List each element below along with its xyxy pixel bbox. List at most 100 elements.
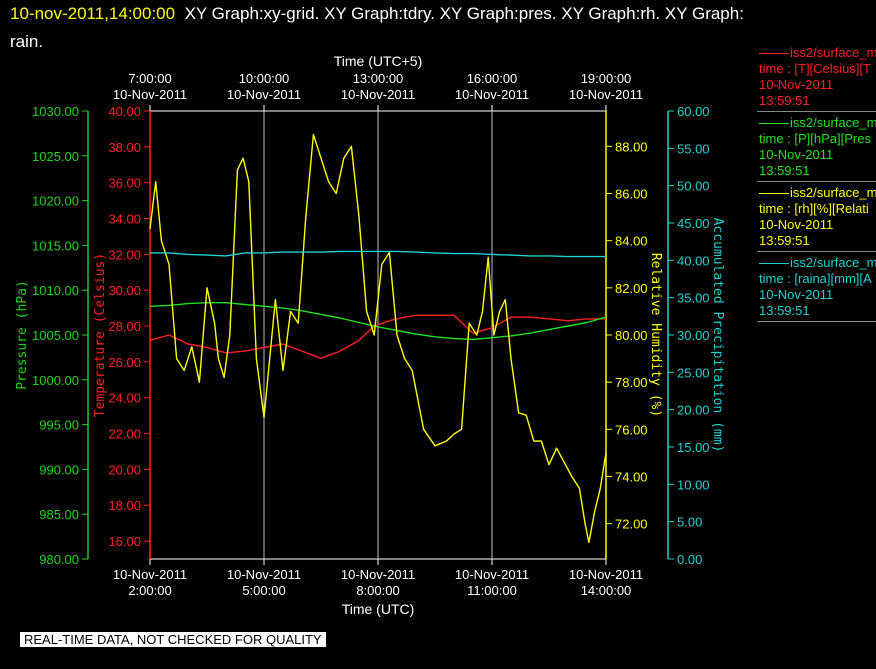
legend-line-swatch xyxy=(759,193,789,195)
tdry-tick-label: 28.00 xyxy=(108,319,141,334)
pres-series-line xyxy=(149,302,607,341)
legend-line-swatch xyxy=(759,53,789,55)
tdry-tick-label: 20.00 xyxy=(108,462,141,477)
x-tick-date: 10-Nov-2011 xyxy=(227,567,301,582)
rh-tick-label: 88.00 xyxy=(615,139,648,154)
legend-date: 10-Nov-2011 xyxy=(759,217,834,232)
pres-tick-label: 990.00 xyxy=(39,462,79,477)
x-tick-time: 5:00:00 xyxy=(242,583,285,598)
rain-tick-label: 60.00 xyxy=(677,104,710,119)
legend-series-name: iss2/surface_me xyxy=(759,255,876,271)
legend: iss2/surface_me time : [T][Celsius][T 10… xyxy=(757,44,876,324)
rh-tick-label: 76.00 xyxy=(615,422,648,437)
rain-tick-label: 45.00 xyxy=(677,216,710,231)
legend-date: 10-Nov-2011 xyxy=(759,287,834,302)
legend-date: 10-Nov-2011 xyxy=(759,77,834,92)
rain-tick-label: 40.00 xyxy=(677,253,710,268)
x-tick-date: 10-Nov-2011 xyxy=(569,567,643,582)
tdry-tick-label: 22.00 xyxy=(108,427,141,442)
legend-entry-precipitation: iss2/surface_me time : [raina][mm][A 10-… xyxy=(757,254,876,322)
rh-tick-label: 82.00 xyxy=(615,281,648,296)
legend-line-swatch xyxy=(759,123,789,125)
tdry-tick-label: 36.00 xyxy=(108,176,141,191)
legend-date: 10-Nov-2011 xyxy=(759,147,834,162)
x-tick-time: 8:00:00 xyxy=(356,583,399,598)
x-top-axis-label: Time (UTC+5) xyxy=(334,53,423,69)
tdry-tick-label: 32.00 xyxy=(108,247,141,262)
legend-variable: time : [T][Celsius][T xyxy=(759,61,871,76)
rain-tick-label: 15.00 xyxy=(677,440,710,455)
header-line-1: 10-nov-2011,14:00:00 XY Graph:xy-grid. X… xyxy=(10,4,744,24)
legend-entry-humidity: iss2/surface_me time : [rh][%][Relati 10… xyxy=(757,184,876,252)
rh-tick-label: 74.00 xyxy=(615,469,648,484)
tdry-tick-label: 30.00 xyxy=(108,283,141,298)
tdry-series-line xyxy=(149,314,606,359)
rain-tick-label: 30.00 xyxy=(677,328,710,343)
rh-tick-label: 80.00 xyxy=(615,328,648,343)
header-timestamp: 10-nov-2011,14:00:00 xyxy=(10,4,176,23)
tdry-axis-label: Temperature (Celsius) xyxy=(93,253,108,417)
rain-tick-label: 50.00 xyxy=(677,179,710,194)
x-top-tick-time: 7:00:00 xyxy=(128,71,171,86)
x-top-tick-date: 10-Nov-2011 xyxy=(113,87,187,102)
rain-tick-label: 5.00 xyxy=(677,515,702,530)
x-top-tick-time: 16:00:00 xyxy=(467,71,518,86)
pres-tick-label: 1000.00 xyxy=(32,373,79,388)
rain-tick-label: 20.00 xyxy=(677,403,710,418)
legend-variable: time : [rh][%][Relati xyxy=(759,201,869,216)
x-top-tick-date: 10-Nov-2011 xyxy=(569,87,643,102)
pres-tick-label: 1030.00 xyxy=(32,104,79,119)
legend-series-name: iss2/surface_me xyxy=(759,115,876,131)
tdry-tick-label: 34.00 xyxy=(108,212,141,227)
legend-series-name: iss2/surface_me xyxy=(759,45,876,61)
tdry-tick-label: 16.00 xyxy=(108,534,141,549)
x-tick-date: 10-Nov-2011 xyxy=(455,567,529,582)
x-top-tick-date: 10-Nov-2011 xyxy=(455,87,529,102)
legend-entry-temperature: iss2/surface_me time : [T][Celsius][T 10… xyxy=(757,44,876,112)
pres-tick-label: 1010.00 xyxy=(32,283,79,298)
rh-tick-label: 78.00 xyxy=(615,375,648,390)
rh-series-line xyxy=(149,133,607,544)
legend-time: 13:59:51 xyxy=(759,163,810,178)
rh-tick-label: 86.00 xyxy=(615,187,648,202)
x-top-tick-time: 13:00:00 xyxy=(353,71,404,86)
rh-tick-label: 84.00 xyxy=(615,234,648,249)
rh-axis-label: Relative Humidity (%) xyxy=(648,253,663,417)
x-top-tick-date: 10-Nov-2011 xyxy=(341,87,415,102)
legend-time: 13:59:51 xyxy=(759,233,810,248)
x-tick-date: 10-Nov-2011 xyxy=(341,567,415,582)
header-line-2: rain. xyxy=(10,32,44,51)
x-top-tick-time: 19:00:00 xyxy=(581,71,632,86)
x-top-tick-date: 10-Nov-2011 xyxy=(227,87,301,102)
legend-line-swatch xyxy=(759,263,789,265)
x-top-tick-time: 10:00:00 xyxy=(239,71,290,86)
x-tick-time: 14:00:00 xyxy=(581,583,632,598)
tdry-tick-label: 18.00 xyxy=(108,498,141,513)
legend-time: 13:59:51 xyxy=(759,93,810,108)
rain-tick-label: 0.00 xyxy=(677,552,702,567)
rh-tick-label: 72.00 xyxy=(615,517,648,532)
tdry-tick-label: 26.00 xyxy=(108,355,141,370)
rain-tick-label: 10.00 xyxy=(677,477,710,492)
pres-axis-label: Pressure (hPa) xyxy=(15,280,30,390)
rain-tick-label: 25.00 xyxy=(677,365,710,380)
header-graph-list: XY Graph:xy-grid. XY Graph:tdry. XY Grap… xyxy=(184,4,744,23)
rain-tick-label: 35.00 xyxy=(677,291,710,306)
pres-tick-label: 1005.00 xyxy=(32,328,79,343)
tdry-tick-label: 24.00 xyxy=(108,391,141,406)
pres-tick-label: 995.00 xyxy=(39,418,79,433)
pres-tick-label: 1025.00 xyxy=(32,149,79,164)
rain-tick-label: 55.00 xyxy=(677,141,710,156)
legend-variable: time : [raina][mm][A xyxy=(759,271,872,286)
tdry-tick-label: 40.00 xyxy=(108,104,141,119)
tdry-tick-label: 38.00 xyxy=(108,140,141,155)
pres-tick-label: 985.00 xyxy=(39,507,79,522)
legend-series-name: iss2/surface_me xyxy=(759,185,876,201)
x-tick-time: 2:00:00 xyxy=(128,583,171,598)
quality-warning-banner: REAL-TIME DATA, NOT CHECKED FOR QUALITY xyxy=(20,632,326,647)
x-axis-label: Time (UTC) xyxy=(342,601,415,617)
pres-tick-label: 1015.00 xyxy=(32,238,79,253)
rain-axis-label: Accumulated Precipitation (mm) xyxy=(710,218,725,453)
rain-series-line xyxy=(150,250,606,258)
